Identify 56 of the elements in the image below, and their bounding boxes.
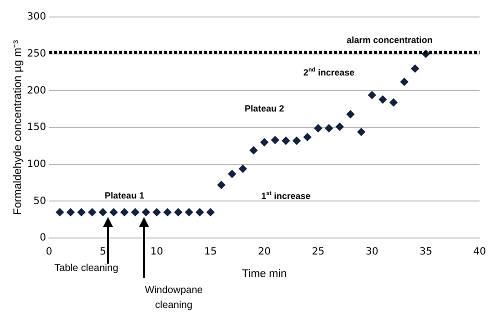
point bbox=[260, 138, 268, 146]
point bbox=[378, 96, 387, 104]
x-tick-label: 35 bbox=[419, 246, 432, 258]
text: Table cleaning bbox=[54, 262, 118, 274]
x-tick-label: 15 bbox=[204, 246, 217, 258]
point bbox=[131, 208, 140, 216]
point bbox=[163, 208, 172, 216]
point bbox=[324, 124, 333, 132]
point bbox=[56, 208, 64, 216]
point bbox=[292, 136, 301, 145]
point bbox=[66, 208, 75, 216]
y-tick-label: 150 bbox=[26, 122, 46, 134]
point bbox=[250, 146, 258, 154]
point bbox=[346, 110, 354, 118]
point bbox=[314, 124, 322, 132]
point bbox=[336, 122, 344, 131]
x-tick-label: 25 bbox=[312, 246, 325, 258]
point bbox=[238, 164, 247, 173]
y-tick-label: 100 bbox=[26, 158, 46, 170]
point bbox=[217, 180, 226, 189]
point bbox=[390, 98, 398, 106]
point bbox=[282, 136, 290, 145]
annotation: Plateau 2 bbox=[244, 104, 284, 114]
point bbox=[228, 170, 236, 178]
y-tick-label: 250 bbox=[26, 48, 46, 60]
point bbox=[120, 208, 128, 216]
x-tick-label: 20 bbox=[258, 246, 271, 258]
point bbox=[185, 208, 194, 216]
point bbox=[110, 208, 118, 216]
x-tick-label: 30 bbox=[366, 246, 378, 258]
text: Windowpane cleaning bbox=[144, 284, 204, 311]
x-tick-label: 5 bbox=[100, 246, 106, 258]
point bbox=[400, 78, 408, 86]
annotation: Plateau 1 bbox=[104, 190, 144, 200]
point bbox=[357, 128, 366, 136]
point bbox=[152, 208, 161, 216]
point bbox=[206, 208, 215, 216]
x-axis-title: Time min bbox=[242, 268, 287, 280]
point bbox=[142, 208, 150, 216]
y-tick-label: 300 bbox=[26, 12, 46, 23]
y-tick-label: 0 bbox=[40, 232, 46, 244]
point bbox=[196, 208, 204, 216]
point bbox=[271, 136, 280, 144]
ref-line-label: alarm concentration bbox=[346, 34, 433, 45]
point bbox=[88, 208, 96, 216]
x-tick-label: 40 bbox=[473, 246, 486, 258]
x-tick-label: 10 bbox=[150, 246, 164, 258]
y-tick-label: 50 bbox=[33, 196, 46, 207]
point bbox=[174, 208, 182, 216]
y-axis-title: Formaldehyde concentration µg m⁻³ bbox=[12, 40, 24, 215]
point bbox=[77, 208, 86, 216]
point bbox=[368, 91, 376, 100]
point bbox=[98, 208, 107, 216]
y-tick-label: 200 bbox=[26, 85, 46, 96]
point bbox=[411, 64, 420, 73]
point bbox=[303, 133, 312, 142]
